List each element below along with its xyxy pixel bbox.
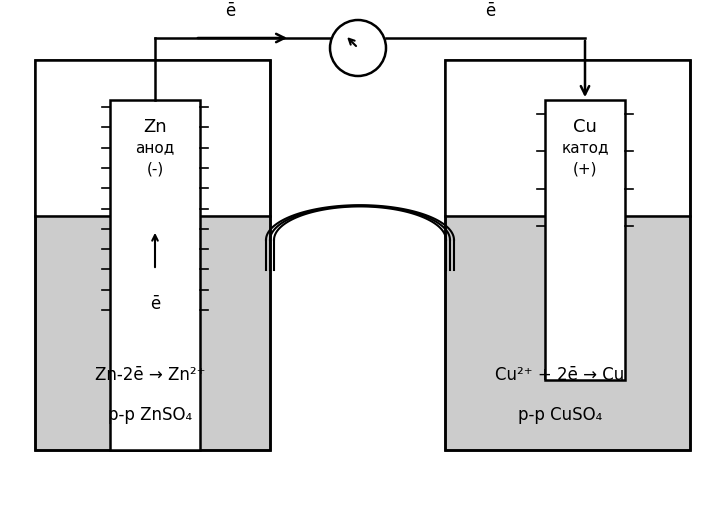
Bar [35, 60, 270, 450]
Bar [35, 60, 270, 450]
Text: ē: ē [225, 2, 235, 20]
Circle shape [330, 20, 386, 76]
Text: ē: ē [485, 2, 495, 20]
Bar [110, 100, 200, 450]
Text: (-): (-) [146, 162, 163, 177]
Text: (+): (+) [573, 162, 597, 177]
Bar [446, 61, 689, 215]
Text: р-р CuSO₄: р-р CuSO₄ [518, 406, 602, 424]
Text: ē: ē [150, 295, 160, 313]
Text: Cu: Cu [573, 118, 597, 136]
Bar [445, 60, 690, 450]
Bar [545, 100, 625, 380]
Text: р-р ZnSO₄: р-р ZnSO₄ [108, 406, 192, 424]
Text: анод: анод [136, 140, 175, 155]
Text: катод: катод [561, 140, 609, 155]
Bar [36, 61, 269, 215]
Bar [445, 60, 690, 450]
Text: Zn: Zn [143, 118, 167, 136]
Text: Cu²⁺ + 2ē → Cu: Cu²⁺ + 2ē → Cu [495, 366, 625, 384]
Text: Zn-2ē → Zn²⁺: Zn-2ē → Zn²⁺ [95, 366, 205, 384]
